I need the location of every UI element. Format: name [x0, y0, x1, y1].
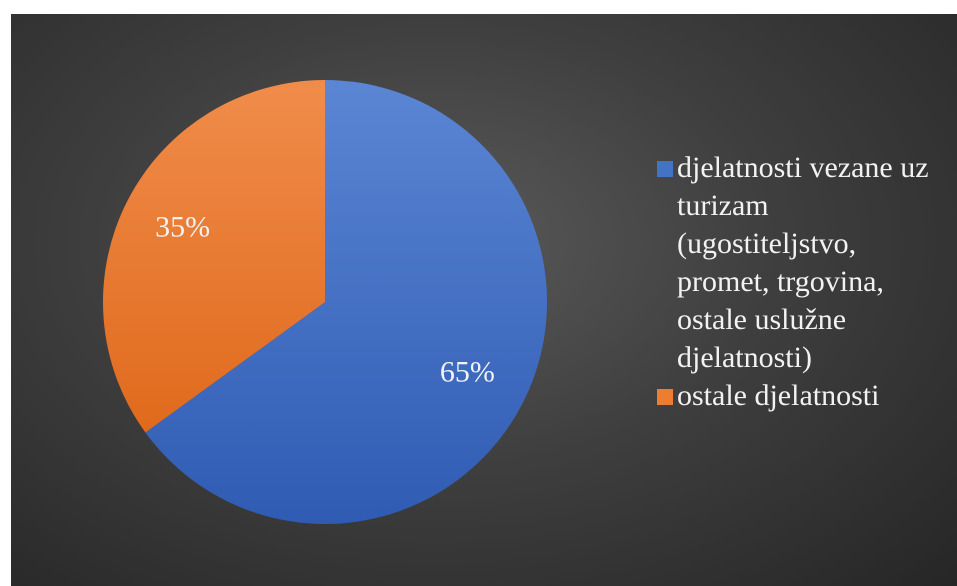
legend-label-tourism: djelatnosti vezane uz turizam (ugostitel…	[677, 151, 929, 374]
legend-label-other: ostale djelatnosti	[677, 379, 880, 412]
legend-swatch-other	[657, 389, 673, 405]
legend: djelatnosti vezane uz turizam (ugostitel…	[649, 149, 954, 415]
pie-slice-other	[103, 79, 326, 433]
legend-item-other: ostale djelatnosti	[649, 377, 954, 415]
data-label-other: 35%	[155, 210, 210, 243]
legend-swatch-tourism	[657, 161, 673, 177]
chart-area: 65% 35% djelatnosti vezane uz turizam (ug…	[11, 14, 957, 586]
pie-chart: 65% 35%	[103, 79, 547, 524]
legend-item-tourism: djelatnosti vezane uz turizam (ugostitel…	[649, 149, 954, 377]
data-label-tourism: 65%	[440, 355, 495, 388]
pie-slice-tourism	[145, 80, 547, 524]
